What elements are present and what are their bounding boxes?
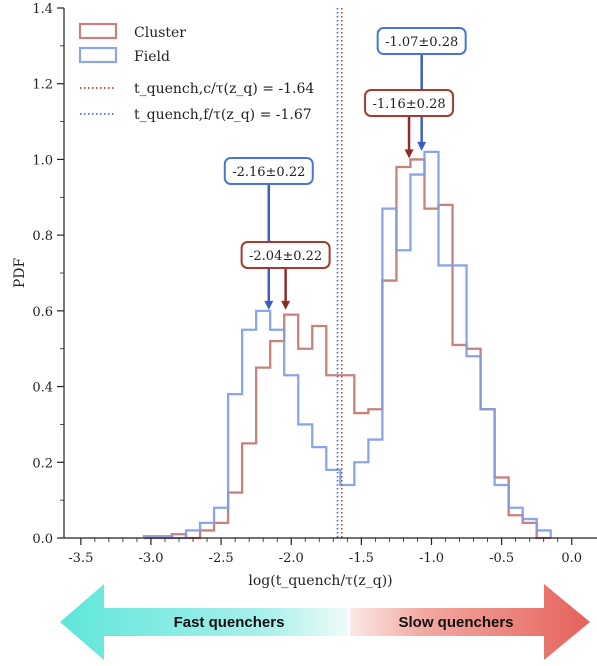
legend-label-cluster: Cluster: [134, 25, 186, 41]
x-tick-label: -2.0: [279, 551, 304, 566]
axes: -3.5 -3.0 -2.5 -2.0 -1.5 -1.0 -0.5 0.0 0.0 0.2 0.4…: [12, 2, 597, 589]
annotation-box: [223, 157, 314, 185]
y-tick-label: 1.2: [32, 78, 53, 93]
legend-swatch-field: [78, 46, 118, 64]
y-axis-label: PDF: [12, 258, 28, 289]
x-tick-label: -1.0: [419, 551, 444, 566]
legend-label-vline-0: t_quench,c/τ(z_q) = -1.64: [134, 81, 314, 97]
annotation-arrow-head: [264, 300, 274, 310]
annotation-box: [376, 27, 467, 55]
y-tick-label: 1.4: [32, 2, 53, 17]
x-tick-label: -3.5: [68, 551, 93, 566]
legend-swatch-cluster: [78, 22, 118, 40]
y-tick-label: 0.6: [32, 305, 53, 320]
legend-label-vline-1: t_quench,f/τ(z_q) = -1.67: [134, 107, 312, 123]
slow-quenchers-arrow: [350, 584, 590, 660]
x-tick-label: -1.5: [349, 551, 374, 566]
x-tick-label: -3.0: [138, 551, 163, 566]
legend-label-field: Field: [134, 49, 170, 65]
annotation-box: [364, 89, 455, 117]
y-tick-label: 0.0: [32, 532, 53, 547]
x-tick-label: -0.5: [489, 551, 514, 566]
slow-quenchers-label: Slow quenchers: [398, 614, 513, 631]
y-tick-label: 0.2: [32, 456, 53, 471]
annotation-arrow-head: [417, 141, 427, 151]
fast-quenchers-label: Fast quenchers: [174, 614, 285, 631]
annotation-label: -2.16±0.22: [232, 165, 305, 180]
annotation-arrow-head: [404, 149, 414, 159]
annotation-arrow-head: [281, 300, 291, 310]
y-tick-label: 1.0: [32, 153, 53, 168]
annotation-label: -1.16±0.28: [372, 97, 445, 112]
series-step-field: [142, 150, 552, 540]
annotation-label: -2.04±0.22: [249, 249, 322, 264]
series-step-cluster: [143, 158, 551, 540]
legend: Cluster Field t_quench,c/τ(z_q) = -1.64 t_q…: [78, 22, 314, 123]
fast-quenchers-arrow: [60, 584, 348, 660]
x-tick-label: 0.0: [561, 551, 582, 566]
x-tick-label: -2.5: [209, 551, 234, 566]
annotation-label: -1.07±0.28: [385, 35, 458, 50]
annotation-box: [240, 241, 331, 269]
x-axis-label: log(t_quench/τ(z_q)): [248, 573, 392, 589]
y-tick-label: 0.8: [32, 229, 53, 244]
bottom-arrows: Fast quenchers Slow quenchers: [60, 584, 590, 660]
annotations: -2.16±0.22 -2.04±0.22 -1.07±0.28 -1.16±0.28: [223, 27, 467, 310]
plot-area: [142, 8, 552, 540]
y-tick-label: 0.4: [32, 381, 53, 396]
